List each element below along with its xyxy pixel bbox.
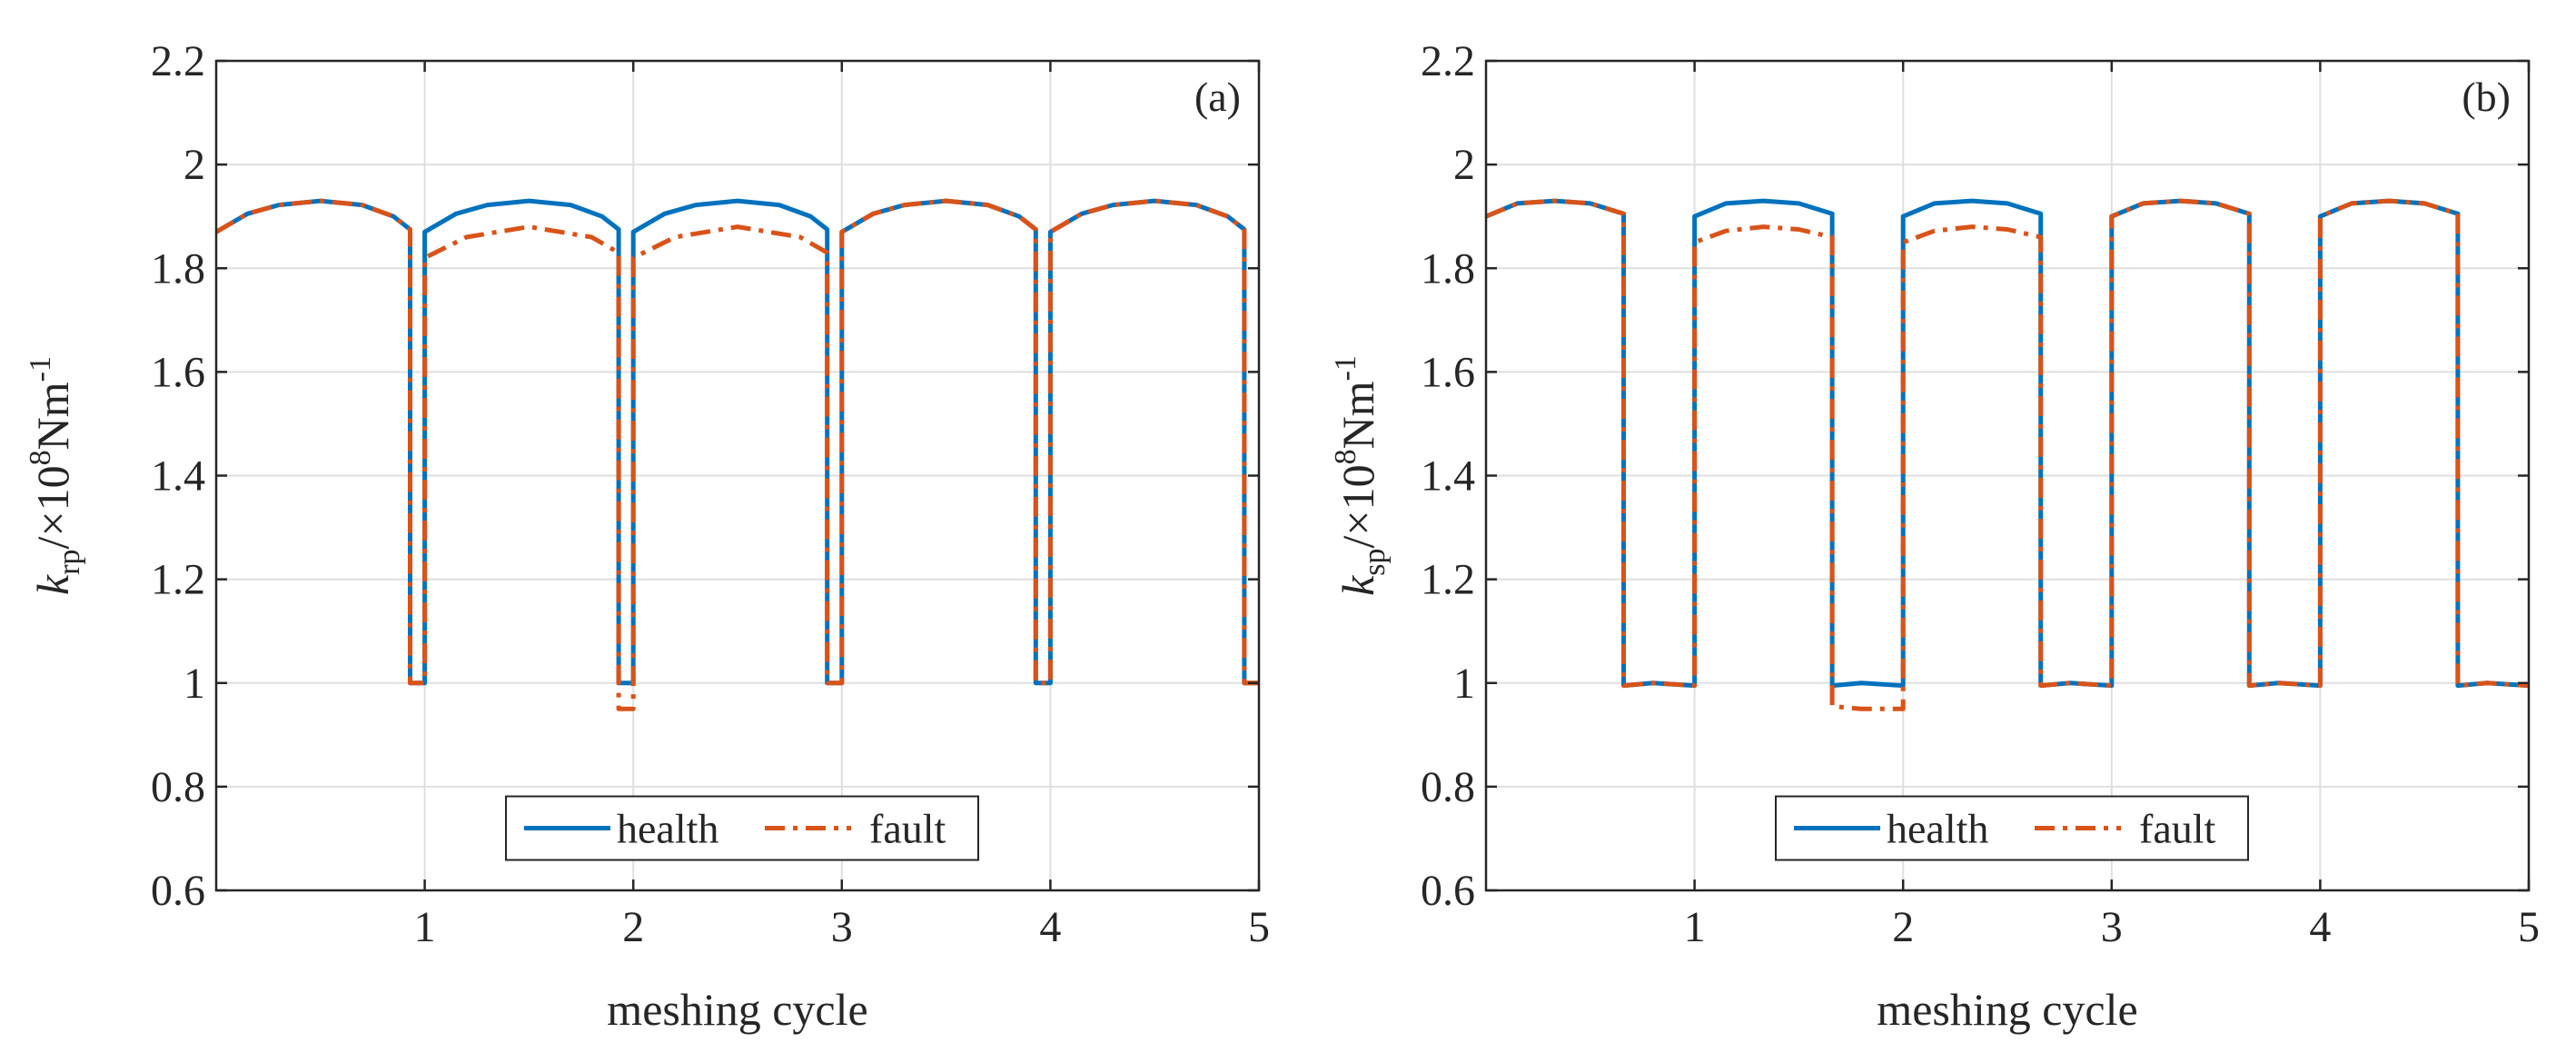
x-tick-label: 3: [2101, 903, 2123, 951]
x-tick-label: 4: [2309, 903, 2331, 951]
x-tick-label: 2: [1892, 903, 1914, 951]
y-tick-label: 2.2: [151, 37, 205, 85]
y-tick-label: 1.6: [1421, 348, 1475, 396]
y-tick-label: 0.6: [1421, 867, 1475, 915]
panel-label: (b): [2462, 74, 2511, 120]
y-tick-label: 1.6: [151, 348, 205, 396]
legend-label-health: health: [1887, 806, 1988, 852]
y-tick-label: 1: [1453, 660, 1475, 708]
legend-label-fault: fault: [869, 806, 946, 852]
y-axis-label: ksp/×108Nm-1: [1329, 355, 1392, 596]
y-tick-label: 0.6: [151, 867, 205, 915]
series-line-fault: [214, 198, 1259, 711]
y-tick-label: 1.2: [151, 556, 205, 604]
y-tick-label: 1.4: [1421, 452, 1475, 501]
y-tick-label: 0.8: [1421, 763, 1475, 811]
x-tick-label: 3: [831, 903, 853, 951]
y-tick-label: 0.8: [151, 763, 205, 811]
y-tick-label: 1.8: [1421, 244, 1475, 293]
y-tick-label: 1.8: [151, 244, 205, 293]
x-tick-label: 5: [2518, 903, 2540, 951]
x-tick-label: 2: [622, 903, 644, 951]
y-tick-label: 2.2: [1421, 37, 1475, 85]
y-tick-label: 2: [183, 141, 205, 189]
x-axis-label: meshing cycle: [1877, 984, 2137, 1035]
legend: health fault: [505, 795, 979, 861]
chart-panel-b: 1 2 3 4 5 0.6 0.8 1 1.2 1.4 1.6 1.8 2 2.2 (b) meshing c…: [1329, 37, 2540, 1035]
legend-label-health: health: [617, 806, 718, 852]
panel-label: (a): [1194, 74, 1241, 120]
x-axis-label: meshing cycle: [607, 984, 867, 1035]
x-tick-label: 5: [1248, 903, 1270, 951]
y-tick-label: 1.2: [1421, 556, 1475, 604]
x-tick-label: 4: [1039, 903, 1061, 951]
y-tick-label: 1.4: [151, 452, 205, 501]
x-tick-label: 1: [414, 903, 436, 951]
legend: health fault: [1775, 795, 2249, 861]
chart-panel-a: 1 2 3 4 5 0.6 0.8 1 1.2 1.4 1.6 1.8 2 2.2 (a) meshing c…: [24, 37, 1270, 1035]
series-line-fault: [1485, 198, 2530, 711]
legend-label-fault: fault: [2139, 806, 2216, 852]
y-tick-label: 1: [183, 660, 205, 708]
x-tick-label: 1: [1684, 903, 1706, 951]
y-axis-label: krp/×108Nm-1: [24, 356, 86, 595]
y-tick-label: 2: [1453, 141, 1475, 189]
